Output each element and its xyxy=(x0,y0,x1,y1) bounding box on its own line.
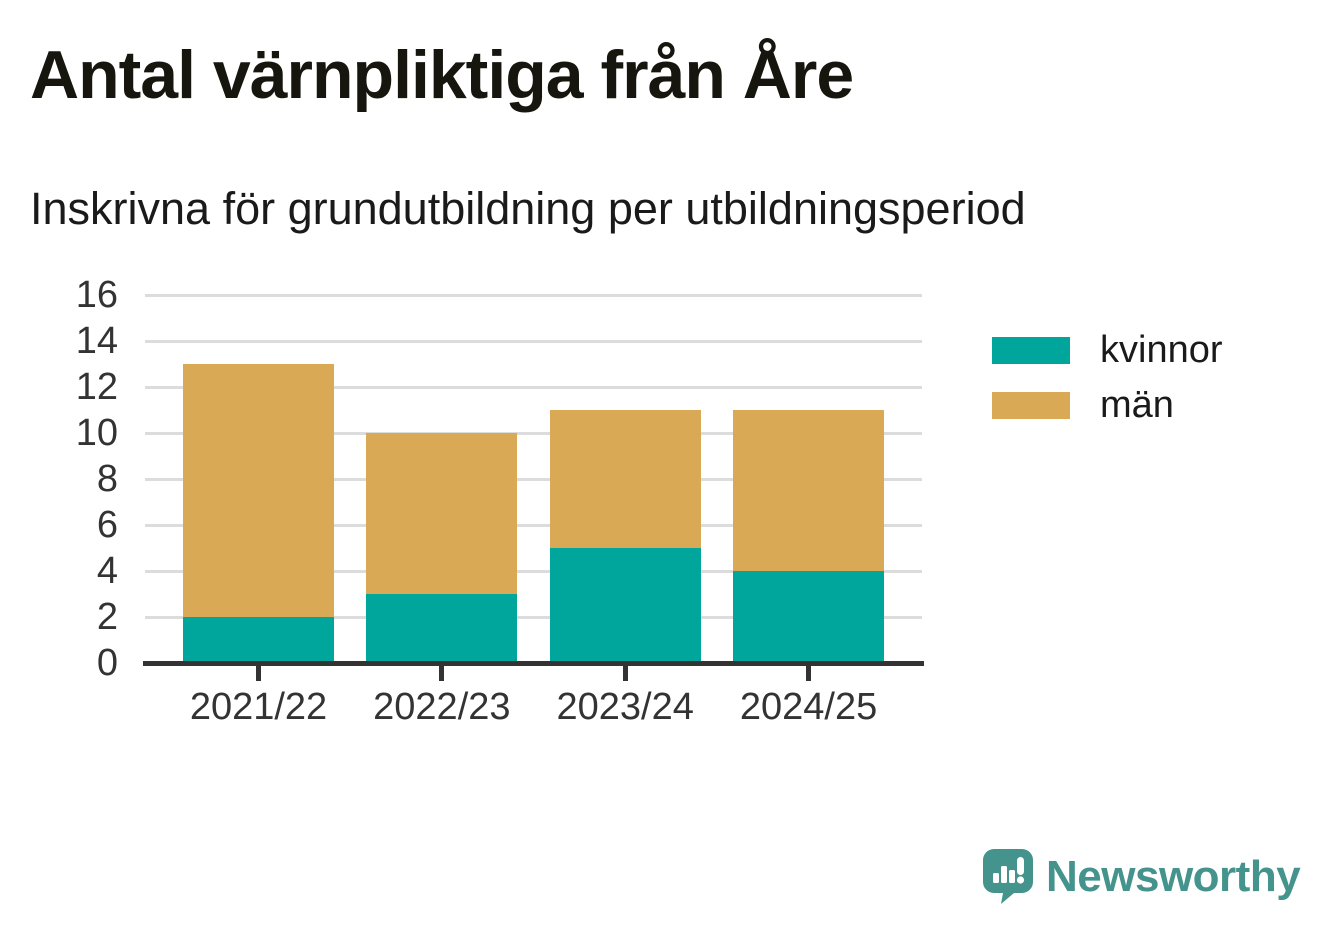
gridline-y-14 xyxy=(145,339,922,343)
bar-segment-män xyxy=(183,364,334,617)
bar-segment-kvinnor xyxy=(549,548,701,663)
gridline-y-10 xyxy=(145,431,922,435)
x-tick-label: 2024/25 xyxy=(739,686,878,728)
chart-title: Antal värnpliktiga från Åre xyxy=(30,37,854,113)
y-tick-label: 12 xyxy=(75,366,118,408)
legend-swatch xyxy=(992,336,1070,364)
legend: kvinnor män xyxy=(992,328,1223,440)
legend-label: män xyxy=(1100,383,1174,426)
y-tick-label: 8 xyxy=(96,458,118,500)
x-tick xyxy=(439,665,445,681)
legend-item: kvinnor xyxy=(992,328,1223,371)
y-tick-label: 10 xyxy=(75,412,118,454)
bar-segment-kvinnor xyxy=(366,594,518,663)
y-tick-label: 16 xyxy=(75,274,118,316)
legend-item: män xyxy=(992,383,1223,426)
newsworthy-logo-icon xyxy=(983,849,1033,904)
x-tick xyxy=(256,665,261,681)
legend-label: kvinnor xyxy=(1100,328,1223,371)
gridline-y-12 xyxy=(145,385,922,389)
gridline-y-6 xyxy=(145,523,922,527)
gridline-y-2 xyxy=(145,615,922,619)
bar-segment-män xyxy=(549,410,701,548)
y-tick-label: 6 xyxy=(96,504,118,546)
x-tick-label: 2022/23 xyxy=(373,686,511,728)
y-tick-label: 4 xyxy=(96,550,118,592)
bar-segment-kvinnor xyxy=(733,571,885,663)
x-tick-label: 2021/22 xyxy=(189,686,328,728)
gridline-y-8 xyxy=(145,477,922,481)
legend-swatch xyxy=(992,391,1070,419)
gridline-y-16 xyxy=(145,293,922,297)
bar-segment-män xyxy=(733,410,885,571)
y-tick-label: 14 xyxy=(75,320,118,362)
x-tick xyxy=(622,665,628,681)
bar-segment-män xyxy=(366,433,518,594)
x-tick-label: 2023/24 xyxy=(556,686,694,728)
bar-segment-kvinnor xyxy=(183,617,334,663)
chart-subtitle: Inskrivna för grundutbildning per utbild… xyxy=(30,183,1026,234)
y-tick-label: 0 xyxy=(96,642,118,684)
x-axis-line xyxy=(143,661,924,666)
branding: Newsworthy xyxy=(982,848,1301,906)
gridline-y-4 xyxy=(145,569,922,573)
y-tick-label: 2 xyxy=(96,596,118,638)
newsworthy-logo-text: Newsworthy xyxy=(1046,852,1301,901)
x-tick xyxy=(806,665,812,681)
